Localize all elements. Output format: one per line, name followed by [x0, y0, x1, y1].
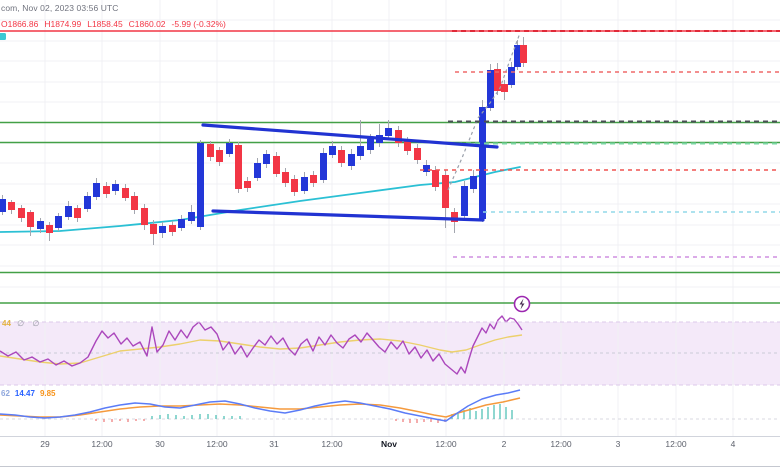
candle-body	[27, 212, 34, 227]
candle-body	[254, 163, 261, 178]
candle-body	[451, 212, 458, 222]
time-axis-label[interactable]: 4	[731, 439, 736, 449]
candle-body	[235, 145, 242, 189]
time-axis-label[interactable]: 12:00	[91, 439, 113, 449]
candle-body	[216, 150, 223, 162]
candle-body	[103, 186, 110, 194]
candle-body	[310, 175, 317, 183]
ohlc-low: L1858.45	[87, 19, 123, 29]
rsi-value: 44	[2, 319, 11, 328]
rsi-line	[0, 315, 523, 375]
macd-value-1: 14.47	[14, 389, 35, 398]
candle-body	[414, 148, 421, 160]
breakout-dashed-path	[447, 32, 521, 191]
candle-body	[487, 70, 494, 108]
candle-body	[55, 216, 62, 228]
indicator-color-chip	[0, 33, 6, 40]
candle-body	[404, 141, 411, 151]
candle-body	[291, 179, 298, 192]
candle-body	[508, 67, 515, 85]
candle-body	[442, 175, 449, 208]
time-axis-label[interactable]: Nov	[381, 439, 397, 449]
candle-body	[348, 154, 355, 166]
candle-body	[141, 208, 148, 225]
candle-body	[432, 170, 439, 187]
candle-body	[0, 199, 6, 212]
time-axis-label[interactable]: 31	[269, 439, 279, 449]
ohlc-high: H1874.99	[44, 19, 82, 29]
time-axis-label[interactable]: 12:00	[206, 439, 228, 449]
candle-body	[329, 146, 336, 155]
rsi-legend: 44 ∅ ∅	[2, 319, 42, 328]
candle-body	[159, 226, 166, 233]
candle-body	[338, 150, 345, 163]
candle-body	[46, 225, 53, 233]
time-axis-label[interactable]: 2	[502, 439, 507, 449]
moving-average-line	[0, 166, 521, 233]
candle-body	[320, 153, 327, 180]
candle-body	[122, 188, 129, 198]
macd-line	[0, 389, 521, 422]
candle-body	[461, 186, 468, 216]
lightning-bolt-glyph	[519, 298, 525, 310]
candle-body	[301, 177, 308, 191]
ohlc-close: C1860.02	[128, 19, 166, 29]
time-axis-label[interactable]: 12:00	[665, 439, 687, 449]
candle-body	[178, 219, 185, 228]
candle-body	[18, 208, 25, 218]
candle-body	[479, 107, 486, 219]
candle-body	[226, 143, 233, 154]
candle-body	[150, 224, 157, 234]
macd-signal-line	[0, 397, 521, 418]
trendline	[201, 123, 499, 149]
ohlc-change: -5.99 (-0.32%)	[171, 19, 226, 29]
candle-body	[244, 181, 251, 188]
candle-body	[65, 206, 72, 217]
macd-value-0: 62	[1, 389, 10, 398]
candle-body	[367, 139, 374, 150]
time-axis-label[interactable]: 12:00	[435, 439, 457, 449]
candle-body	[93, 183, 100, 197]
candle-body	[112, 184, 119, 191]
time-axis-label[interactable]: 30	[155, 439, 165, 449]
candle-body	[37, 221, 44, 229]
candle-body	[8, 202, 15, 210]
candle-body	[169, 225, 176, 232]
candle-body	[385, 128, 392, 136]
time-axis-label[interactable]: 12:00	[321, 439, 343, 449]
candle-body	[273, 156, 280, 174]
macd-legend: 62 14.47 9.85	[1, 389, 61, 398]
candle-body	[514, 45, 521, 67]
candle-body	[357, 146, 364, 156]
candle-body	[74, 208, 81, 218]
candle-body	[263, 154, 270, 164]
candle-body	[423, 165, 430, 172]
candle-body	[470, 176, 477, 189]
time-axis-label[interactable]: 3	[616, 439, 621, 449]
rsi-hide-icons[interactable]: ∅ ∅	[17, 319, 43, 328]
candle-body	[188, 212, 195, 221]
candle-body	[84, 196, 91, 209]
candle-body	[197, 143, 204, 227]
candle-body	[494, 69, 501, 91]
ohlc-open: O1866.86	[1, 19, 39, 29]
candle-body	[520, 45, 527, 63]
rsi-signal-line	[0, 334, 523, 365]
candle-body	[501, 84, 508, 92]
trendline	[211, 209, 485, 222]
macd-value-2: 9.85	[39, 389, 56, 398]
candle-body	[395, 130, 402, 143]
candle-body	[207, 144, 214, 157]
chart-title: com, Nov 02, 2023 03:56 UTC	[1, 3, 119, 13]
time-axis-label[interactable]: 29	[40, 439, 50, 449]
candle-body	[282, 172, 289, 183]
ohlc-legend: O1866.86 H1874.99 L1858.45 C1860.02 -5.99 (-…	[1, 19, 232, 29]
time-axis-label[interactable]: 12:00	[550, 439, 572, 449]
candle-body	[131, 196, 138, 210]
